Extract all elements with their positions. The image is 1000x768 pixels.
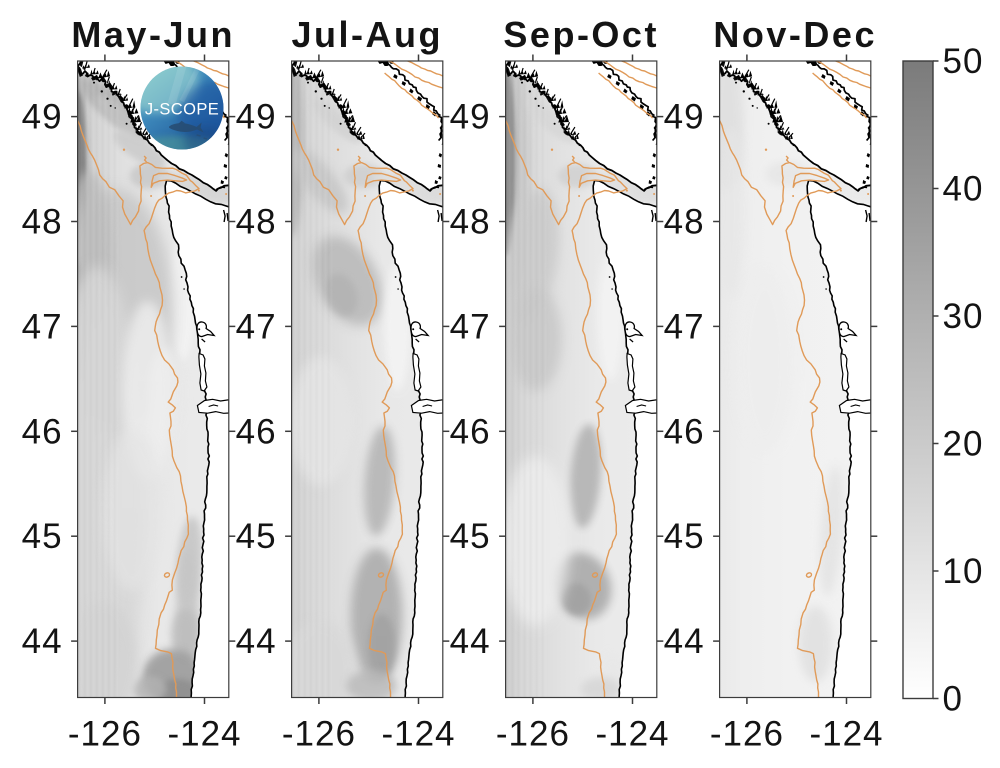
svg-text:20: 20: [943, 425, 984, 464]
svg-text:48: 48: [450, 203, 491, 242]
svg-text:44: 44: [236, 622, 277, 661]
svg-text:-126: -126: [496, 715, 570, 754]
svg-text:-126: -126: [710, 715, 784, 754]
svg-text:45: 45: [664, 517, 705, 556]
svg-text:-126: -126: [68, 715, 142, 754]
svg-text:46: 46: [450, 412, 491, 451]
svg-text:-126: -126: [282, 715, 356, 754]
svg-text:-124: -124: [595, 715, 669, 754]
svg-text:Sep-Oct: Sep-Oct: [503, 14, 659, 55]
svg-text:46: 46: [22, 412, 63, 451]
svg-text:-124: -124: [381, 715, 455, 754]
svg-text:49: 49: [236, 98, 277, 137]
svg-text:0: 0: [943, 680, 963, 719]
svg-text:47: 47: [664, 307, 705, 346]
svg-text:45: 45: [236, 517, 277, 556]
svg-text:30: 30: [943, 297, 984, 336]
svg-text:45: 45: [22, 517, 63, 556]
svg-text:47: 47: [22, 307, 63, 346]
svg-text:44: 44: [664, 622, 705, 661]
svg-text:-124: -124: [809, 715, 883, 754]
svg-text:49: 49: [22, 98, 63, 137]
svg-text:50: 50: [943, 42, 984, 81]
svg-text:Jul-Aug: Jul-Aug: [291, 14, 442, 55]
svg-text:Nov-Dec: Nov-Dec: [713, 14, 877, 55]
svg-text:-124: -124: [167, 715, 241, 754]
svg-text:44: 44: [450, 622, 491, 661]
svg-text:47: 47: [450, 307, 491, 346]
svg-text:44: 44: [22, 622, 63, 661]
svg-text:40: 40: [943, 170, 984, 209]
svg-text:J-SCOPE: J-SCOPE: [145, 101, 219, 119]
svg-text:48: 48: [664, 203, 705, 242]
svg-text:May-Jun: May-Jun: [71, 14, 235, 55]
svg-text:49: 49: [450, 98, 491, 137]
svg-text:48: 48: [22, 203, 63, 242]
svg-text:46: 46: [664, 412, 705, 451]
svg-text:46: 46: [236, 412, 277, 451]
svg-text:45: 45: [450, 517, 491, 556]
svg-text:48: 48: [236, 203, 277, 242]
svg-text:49: 49: [664, 98, 705, 137]
svg-text:10: 10: [943, 552, 984, 591]
svg-text:47: 47: [236, 307, 277, 346]
